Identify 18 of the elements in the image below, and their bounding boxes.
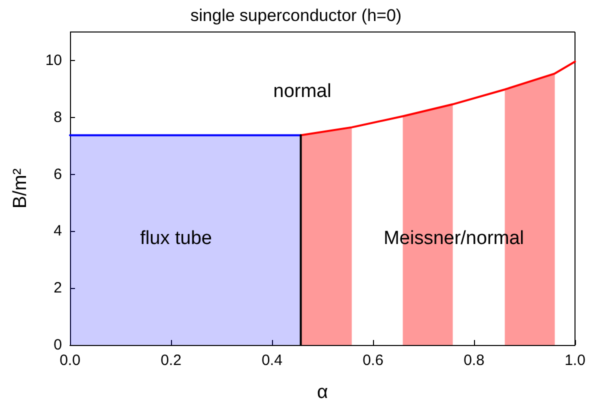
y-tick-label: 2	[54, 280, 62, 297]
y-tick-label: 10	[45, 52, 62, 69]
annotation: Meissner/normal	[384, 228, 524, 250]
chart-title: single superconductor (h=0)	[190, 6, 402, 25]
x-tick-label: 0.8	[464, 352, 484, 369]
y-tick-label: 6	[54, 166, 62, 183]
y-tick-label: 8	[54, 108, 62, 126]
x-axis-title: α	[317, 382, 328, 403]
x-tick-label: 0.4	[262, 352, 282, 369]
y-tick-label: 0	[54, 336, 62, 354]
y-axis-title: B/m²	[10, 168, 31, 209]
x-tick-label: 0.0	[60, 352, 80, 369]
annotation: flux tube	[140, 228, 212, 250]
x-tick-label: 1.0	[564, 352, 586, 369]
x-tick-label: 0.2	[160, 352, 182, 369]
x-tick-label: 0.6	[362, 352, 384, 369]
y-tick-label: 4	[54, 222, 62, 240]
annotation: normal	[273, 80, 332, 102]
